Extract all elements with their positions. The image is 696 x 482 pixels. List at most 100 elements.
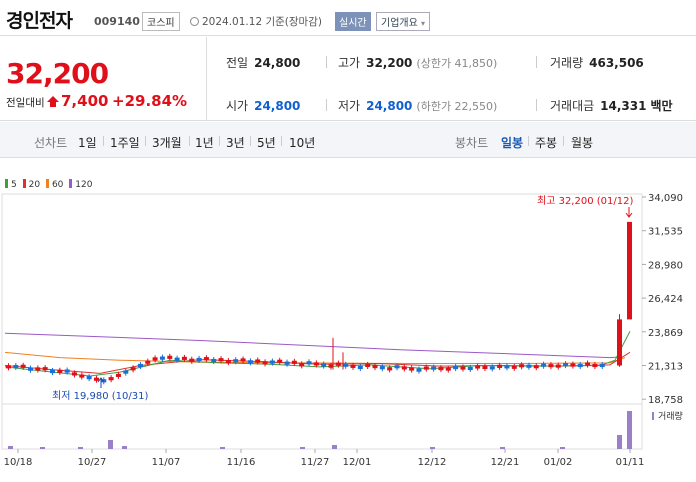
candle-body bbox=[115, 373, 121, 377]
tab-10y[interactable]: 10년 bbox=[289, 136, 316, 150]
candle-body bbox=[255, 359, 261, 363]
candle-body bbox=[379, 366, 385, 370]
candle-body bbox=[401, 366, 407, 370]
candle-body bbox=[123, 370, 129, 374]
low-price: 저가 24,800 (하한가 22,550) bbox=[338, 99, 498, 113]
up-arrow-icon bbox=[47, 96, 59, 107]
y-tick-label: 26,424 bbox=[648, 294, 683, 305]
candle-body bbox=[86, 376, 92, 380]
company-name: 경인전자 bbox=[6, 10, 73, 32]
tab-candle-chart[interactable]: 봉차트 bbox=[455, 136, 489, 150]
y-tick-label: 31,535 bbox=[648, 227, 683, 238]
legend-ma20: 20 bbox=[28, 180, 41, 190]
volume-bar bbox=[500, 447, 505, 449]
candle-body bbox=[284, 361, 290, 365]
candle-body bbox=[467, 366, 473, 371]
candle-body bbox=[233, 359, 239, 363]
tab-daily[interactable]: 일봉 bbox=[501, 136, 524, 150]
divider bbox=[103, 136, 104, 146]
candle-body bbox=[101, 379, 107, 383]
candle-body bbox=[416, 368, 422, 372]
x-tick-label: 12/21 bbox=[491, 457, 520, 468]
tab-3m[interactable]: 3개월 bbox=[152, 136, 182, 150]
candle-body bbox=[357, 365, 363, 370]
candle-body bbox=[167, 355, 173, 359]
candle-body bbox=[57, 369, 63, 373]
tab-line-chart[interactable]: 선차트 bbox=[34, 136, 68, 150]
candle-body bbox=[343, 363, 349, 367]
candle-body bbox=[189, 358, 195, 362]
candle-body bbox=[152, 357, 158, 361]
candle-body bbox=[174, 357, 180, 361]
tab-1d[interactable]: 1일 bbox=[78, 136, 97, 150]
x-tick-label: 11/16 bbox=[227, 457, 256, 468]
candle-body bbox=[130, 367, 136, 371]
candle-body bbox=[42, 367, 48, 371]
candle-body bbox=[475, 365, 481, 369]
candle-body bbox=[269, 360, 275, 364]
legend-ma120: 120 bbox=[75, 180, 93, 190]
divider bbox=[326, 56, 327, 68]
candle-body bbox=[394, 365, 400, 369]
volume-bar bbox=[300, 447, 305, 449]
price-summary: 32,200 전일대비 7,400 +29.84% 전일 24,800 고가 32,… bbox=[0, 37, 696, 121]
candle-body bbox=[49, 369, 55, 374]
volume-bar bbox=[627, 411, 632, 449]
tab-1w[interactable]: 1주일 bbox=[110, 136, 140, 150]
y-axis: 34,090 31,535 28,980 26,424 23,869 21,313 18,7… bbox=[648, 193, 683, 406]
low-annotation: 최저 19,980 (10/31) bbox=[52, 390, 148, 402]
prev-close: 전일 24,800 bbox=[226, 56, 301, 70]
candle-body bbox=[247, 360, 253, 364]
divider bbox=[219, 136, 220, 146]
volume-bar bbox=[8, 446, 13, 449]
stock-chart[interactable]: 34,090 31,535 28,980 26,424 23,869 21,313 18,7… bbox=[0, 182, 696, 482]
candle-body bbox=[313, 362, 319, 366]
legend-swatch-ma120 bbox=[69, 179, 73, 188]
candle-body bbox=[592, 363, 598, 368]
price-change: 7,400 bbox=[61, 92, 109, 110]
price-change-percent: +29.84% bbox=[112, 92, 188, 110]
stock-header: 경인전자 009140 코스피 2024.01.12 기준(장마감) 실시간 기… bbox=[0, 0, 696, 36]
tab-5y[interactable]: 5년 bbox=[257, 136, 276, 150]
up-arrow-icon bbox=[97, 377, 105, 388]
candle-body bbox=[262, 361, 268, 365]
candle-body bbox=[445, 367, 451, 371]
x-axis: 10/18 10/27 11/07 11/16 11/27 12/01 12/12 12/21… bbox=[4, 457, 645, 468]
trade-amount: 거래대금 14,331 백만 bbox=[550, 99, 673, 113]
legend-swatch-ma20 bbox=[22, 179, 26, 188]
candle-body bbox=[137, 363, 143, 368]
divider bbox=[250, 136, 251, 146]
tab-1y[interactable]: 1년 bbox=[195, 136, 214, 150]
candle-body bbox=[291, 360, 297, 364]
stock-code: 009140 bbox=[94, 15, 140, 28]
date-label: 2024.01.12 기준(장마감) bbox=[190, 14, 322, 29]
divider bbox=[189, 136, 190, 146]
legend-ma60: 60 bbox=[51, 180, 64, 190]
high-price: 고가 32,200 (상한가 41,850) bbox=[338, 56, 498, 70]
candle-body bbox=[431, 366, 437, 370]
candle-body bbox=[64, 369, 70, 373]
candle-body bbox=[460, 366, 466, 370]
ma120-line bbox=[4, 332, 621, 359]
tab-weekly[interactable]: 주봉 bbox=[535, 136, 558, 150]
y-tick-label: 21,313 bbox=[648, 362, 683, 373]
candle-body bbox=[218, 358, 224, 362]
company-overview-dropdown[interactable]: 기업개요 ▾ bbox=[376, 12, 431, 31]
realtime-button[interactable]: 실시간 bbox=[335, 12, 371, 31]
overview-label: 기업개요 bbox=[381, 18, 418, 29]
current-price: 32,200 bbox=[6, 57, 109, 90]
tab-monthly[interactable]: 월봉 bbox=[571, 136, 594, 150]
candle-body bbox=[453, 365, 459, 370]
candle-body bbox=[511, 365, 517, 369]
candle-body bbox=[328, 364, 334, 368]
candle-body bbox=[519, 364, 525, 368]
candle-body bbox=[299, 363, 305, 367]
x-tick-label: 11/27 bbox=[301, 457, 330, 468]
candle-body bbox=[71, 372, 77, 376]
tab-3y[interactable]: 3년 bbox=[226, 136, 245, 150]
candle-body bbox=[203, 357, 209, 361]
legend-swatch-ma60 bbox=[45, 179, 49, 188]
volume-bar bbox=[220, 447, 225, 449]
candle-body bbox=[570, 363, 576, 367]
candle-body bbox=[20, 364, 26, 368]
